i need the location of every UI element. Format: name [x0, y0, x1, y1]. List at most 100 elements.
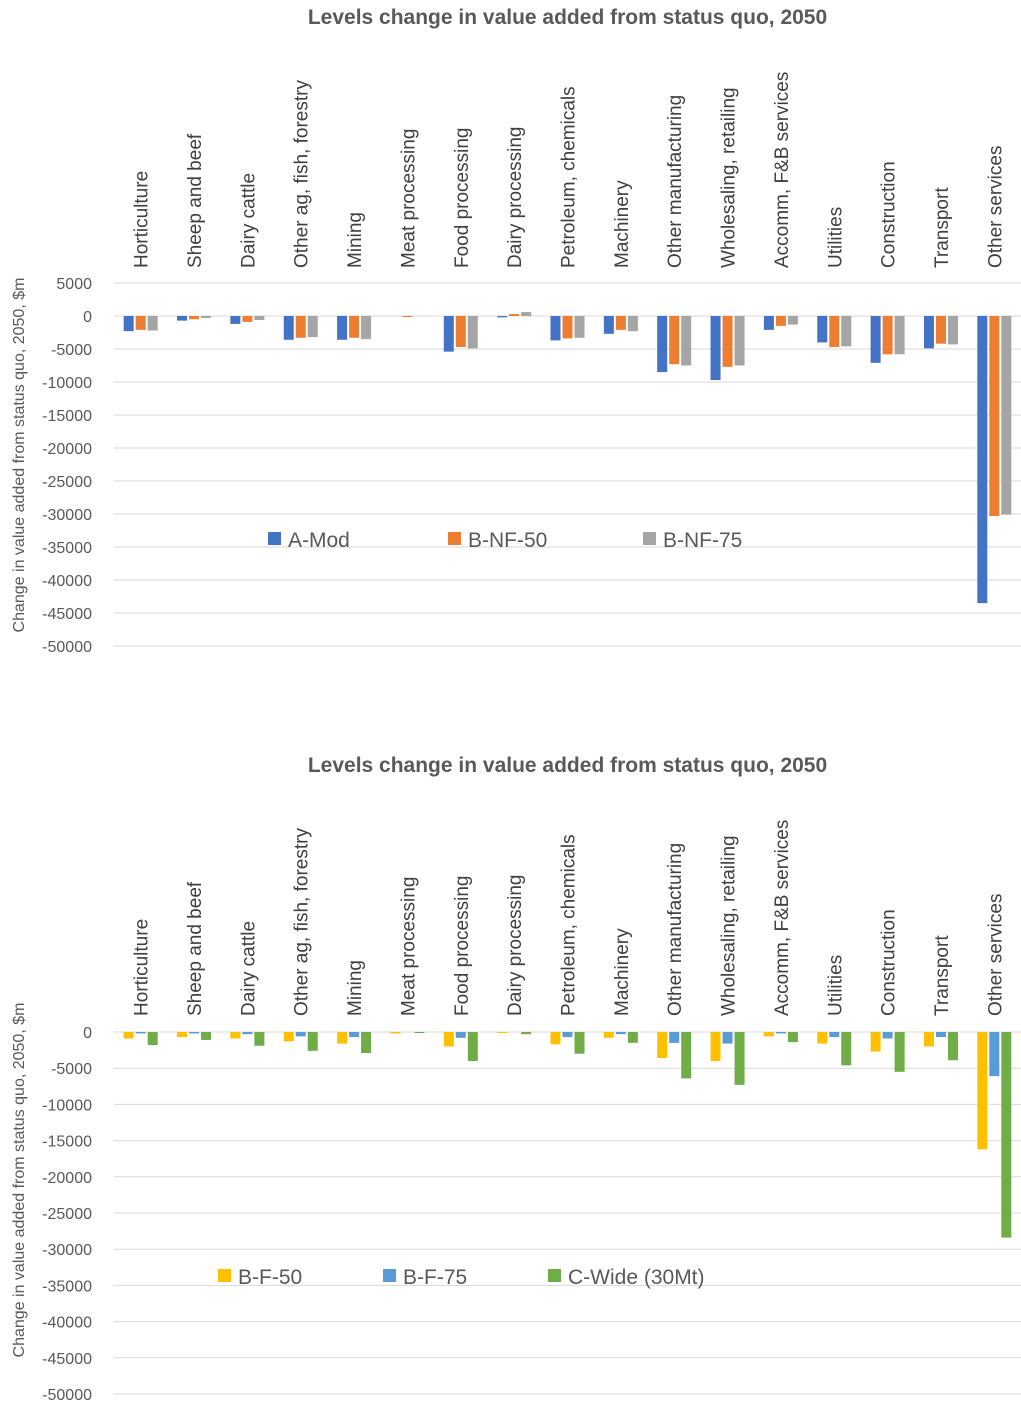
chart-1-category-label: Utilities: [825, 207, 846, 268]
chart-2-bar-c-wide-30mt--8: [574, 1032, 585, 1054]
chart-1-y-axis-label: Change in value added from status quo, 2…: [11, 278, 28, 633]
chart-2-bar-c-wide-30mt--4: [361, 1032, 372, 1053]
chart-2-title: Levels change in value added from status…: [308, 754, 827, 777]
chart-2-y-tick-label: -40000: [42, 1315, 92, 1332]
chart-1-category-label: Construction: [879, 161, 900, 268]
chart-2-category-label: Other ag, fish, forestry: [292, 828, 313, 1016]
chart-2-category-label: Petroleum, chemicals: [559, 834, 580, 1016]
chart-1-bar-a-mod-9: [603, 316, 614, 334]
chart-1-bar-b-nf-50-10: [669, 316, 680, 365]
chart-1-bar-b-nf-50-12: [775, 316, 786, 326]
chart-1-category-label: Mining: [345, 212, 366, 268]
chart-2-bar-b-f-50-14: [870, 1032, 881, 1052]
chart-2-bar-b-f-75-12: [775, 1032, 786, 1034]
chart-2-y-tick-label: -5000: [51, 1061, 92, 1078]
chart-1-bar-b-nf-50-4: [349, 316, 360, 338]
chart-2-category-label: Machinery: [612, 928, 633, 1016]
chart-1-category-label: Horticulture: [132, 171, 153, 268]
chart-1-bar-b-nf-50-0: [135, 316, 146, 330]
chart-1-bar-b-nf-75-7: [521, 312, 532, 316]
chart-2-bar-b-f-75-11: [722, 1032, 733, 1044]
chart-2-bar-c-wide-30mt--3: [307, 1032, 318, 1051]
chart-1-bar-b-nf-75-4: [361, 316, 372, 340]
chart-1-y-tick-label: -30000: [42, 507, 92, 524]
chart-2-category-label: Transport: [932, 935, 953, 1016]
chart-2-y-tick-label: -50000: [42, 1387, 92, 1404]
chart-2-bar-c-wide-30mt--2: [254, 1032, 265, 1046]
chart-1-y-tick-label: -35000: [42, 540, 92, 557]
chart-1-legend-label: B-NF-75: [663, 529, 742, 552]
chart-2-bar-b-f-75-2: [242, 1032, 253, 1035]
chart-1-y-tick-label: -40000: [42, 573, 92, 590]
chart-1-bar-b-nf-75-15: [947, 316, 958, 345]
chart-2-category-label: Meat processing: [398, 877, 419, 1016]
chart-2-bar-b-f-75-16: [989, 1032, 1000, 1077]
chart-1-bar-b-nf-75-13: [841, 316, 852, 347]
chart-1-bar-b-nf-75-16: [1001, 316, 1012, 515]
chart-1-bar-b-nf-75-14: [894, 316, 905, 355]
chart-1-bar-b-nf-75-11: [734, 316, 745, 366]
chart-1-bar-b-nf-75-3: [307, 316, 318, 338]
chart-2-legend-swatch: [383, 1269, 396, 1282]
chart-2-bar-b-f-75-1: [189, 1032, 200, 1034]
chart-1-bar-b-nf-50-11: [722, 316, 733, 367]
chart-2-category-label: Food processing: [452, 876, 473, 1016]
chart-2-category-label: Other manufacturing: [665, 843, 686, 1016]
chart-1-bar-b-nf-75-6: [467, 316, 478, 349]
chart-2-bar-b-f-50-9: [603, 1032, 614, 1038]
chart-1-category-label: Other services: [985, 146, 1006, 268]
chart-2-y-tick-label: -35000: [42, 1278, 92, 1295]
chart-1-bar-b-nf-75-9: [627, 316, 638, 332]
chart-2-y-tick-label: -10000: [42, 1097, 92, 1114]
chart-2-legend-label: B-F-50: [238, 1266, 302, 1289]
chart-1-bar-a-mod-11: [710, 316, 721, 381]
chart-1-y-tick-label: -15000: [42, 408, 92, 425]
chart-1-bar-b-nf-75-12: [787, 316, 798, 325]
chart-2-bar-c-wide-30mt--5: [414, 1032, 425, 1033]
chart-1-legend-label: A-Mod: [288, 529, 350, 552]
chart-2-bar-c-wide-30mt--6: [467, 1032, 478, 1061]
chart-1-bar-b-nf-75-1: [201, 316, 212, 318]
chart-2-bar-b-f-50-8: [550, 1032, 561, 1045]
chart-1-bar-a-mod-15: [923, 316, 934, 349]
chart-1-y-tick-label: -50000: [42, 639, 92, 656]
chart-2-bar-b-f-50-10: [657, 1032, 668, 1059]
chart-1-bar-a-mod-13: [817, 316, 828, 343]
chart-2-y-tick-label: -20000: [42, 1170, 92, 1187]
chart-1-category-label: Other ag, fish, forestry: [292, 80, 313, 268]
chart-1-bar-a-mod-16: [977, 316, 988, 604]
chart-1-y-tick-label: -20000: [42, 441, 92, 458]
chart-1-bar-a-mod-12: [763, 316, 774, 330]
chart-2-bar-b-f-50-7: [497, 1032, 508, 1033]
chart-2-bar-b-f-75-3: [295, 1032, 306, 1037]
chart-1-y-tick-label: -5000: [51, 342, 92, 359]
chart-2-category-label: Utilities: [825, 955, 846, 1016]
chart-2-bar-b-f-50-16: [977, 1032, 988, 1150]
chart-1-bar-a-mod-2: [230, 316, 241, 324]
chart-1-category-label: Petroleum, chemicals: [559, 86, 580, 268]
chart-2-bar-c-wide-30mt--0: [147, 1032, 158, 1046]
chart-2-bar-b-f-75-15: [935, 1032, 946, 1038]
chart-2-category-label: Mining: [345, 960, 366, 1016]
chart-2-bar-c-wide-30mt--9: [627, 1032, 638, 1043]
chart-2-legend-swatch: [218, 1269, 231, 1282]
chart-1-y-tick-label: -10000: [42, 375, 92, 392]
chart-1-bar-b-nf-75-0: [147, 316, 158, 331]
chart-2-category-label: Dairy processing: [505, 875, 526, 1017]
chart-2-y-tick-label: -25000: [42, 1206, 92, 1223]
chart-1-category-label: Other manufacturing: [665, 95, 686, 268]
chart-1-bar-a-mod-1: [177, 316, 188, 321]
chart-2-bar-c-wide-30mt--10: [681, 1032, 692, 1079]
chart-2-category-label: Horticulture: [132, 919, 153, 1016]
chart-2-bar-b-f-50-4: [337, 1032, 348, 1044]
chart-1-bar-a-mod-4: [337, 316, 348, 340]
chart-2-bar-b-f-50-12: [763, 1032, 774, 1037]
chart-1-bar-a-mod-14: [870, 316, 881, 363]
chart-2-legend-label: B-F-75: [403, 1266, 467, 1289]
chart-2-y-axis-label: Change in value added from status quo, 2…: [11, 1003, 28, 1358]
chart-2-category-label: Sheep and beef: [185, 881, 206, 1016]
chart-2-bar-b-f-50-2: [230, 1032, 241, 1039]
chart-2-bar-c-wide-30mt--1: [201, 1032, 212, 1040]
chart-2-category-label: Other services: [985, 894, 1006, 1016]
